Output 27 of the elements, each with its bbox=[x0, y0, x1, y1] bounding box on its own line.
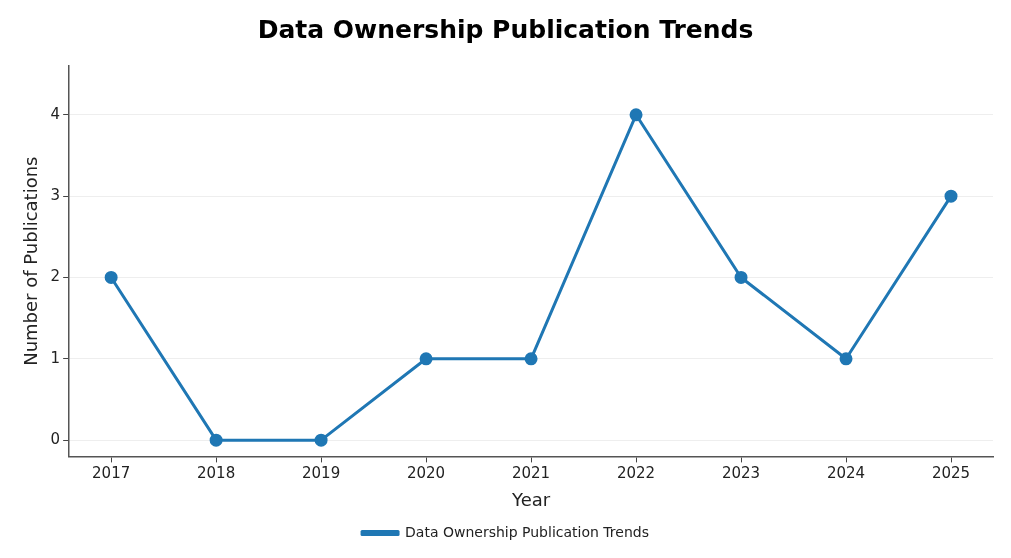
x-tick-label: 2025 bbox=[931, 464, 971, 483]
point bbox=[734, 270, 748, 284]
y-tick-label: 0 bbox=[50, 430, 61, 449]
point bbox=[104, 270, 118, 284]
point bbox=[944, 189, 958, 203]
point bbox=[314, 433, 328, 447]
point bbox=[209, 433, 223, 447]
x-tick-label: 2023 bbox=[721, 464, 761, 483]
y-tick-label: 3 bbox=[50, 186, 61, 205]
point bbox=[839, 352, 853, 366]
point bbox=[629, 108, 643, 122]
x-axis-title: Year bbox=[511, 488, 551, 510]
x-tick-label: 2019 bbox=[302, 464, 341, 483]
y-tick-label: 2 bbox=[50, 267, 61, 286]
point bbox=[419, 352, 433, 366]
y-tick-label: 1 bbox=[50, 348, 61, 367]
legend-label: Data Ownership Publication Trends bbox=[405, 523, 649, 540]
x-tick-label: 2021 bbox=[511, 464, 551, 483]
y-axis-title: Number of Publications bbox=[20, 156, 42, 366]
x-tick-label: 2020 bbox=[406, 464, 446, 483]
x-tick-label: 2017 bbox=[92, 464, 131, 483]
x-tick-label: 2024 bbox=[826, 464, 866, 483]
x-tick-label: 2022 bbox=[616, 464, 656, 483]
x-tick-label: 2018 bbox=[197, 464, 236, 483]
point bbox=[524, 352, 538, 366]
chart-title: Data Ownership Publication Trends bbox=[257, 14, 754, 44]
y-tick-label: 4 bbox=[50, 104, 61, 123]
